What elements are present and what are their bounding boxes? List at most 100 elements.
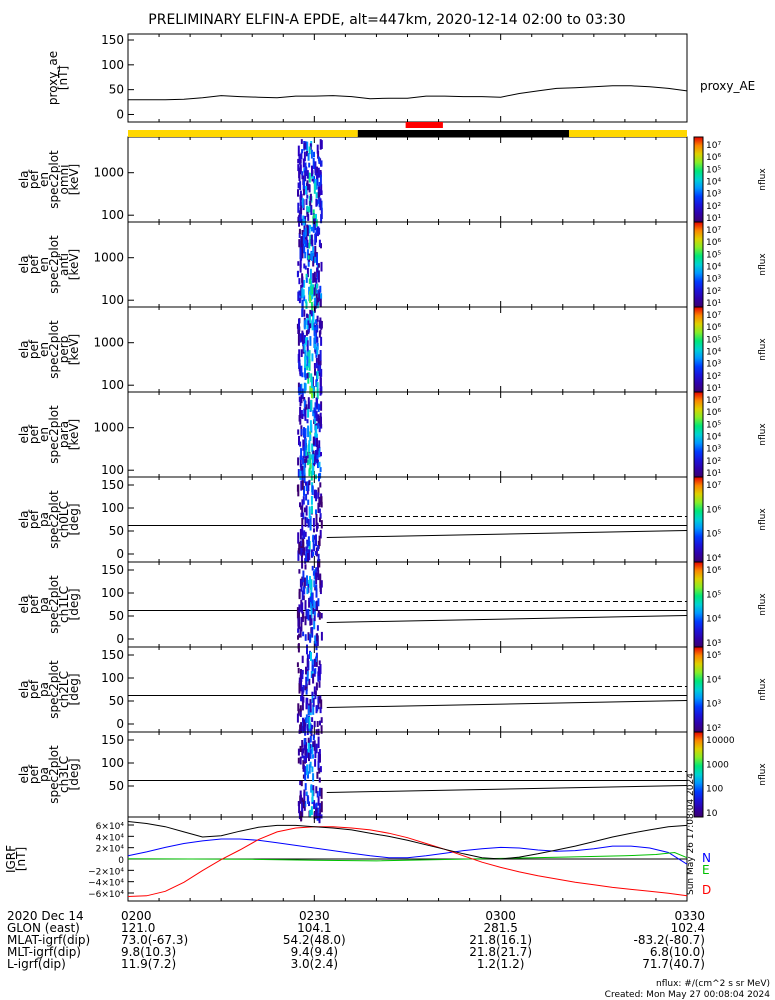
- colorbar-label: nflux: [758, 508, 768, 531]
- y-axis-label: ela: [17, 170, 31, 188]
- spectrogram-cell: [320, 368, 323, 377]
- spectrogram-cell: [311, 465, 314, 475]
- spectrogram-cell: [310, 618, 313, 626]
- spectrogram-cell: [299, 406, 302, 419]
- spectrogram-cell: [303, 399, 306, 408]
- bar-night: [357, 130, 569, 137]
- spectrogram-cell: [320, 613, 323, 619]
- y-tick-label: 100: [101, 671, 124, 685]
- y-axis-label: ch2LC: [57, 671, 71, 708]
- spectrogram-cell: [311, 692, 314, 703]
- spectrogram-cell: [308, 363, 310, 368]
- spectrogram-cell: [306, 459, 309, 466]
- spectrogram-cell: [305, 551, 308, 562]
- spectrogram-cell: [307, 451, 310, 459]
- spectrogram-cell: [303, 472, 306, 484]
- y-axis-label: anti: [57, 253, 71, 276]
- spectrogram-cell: [319, 295, 322, 307]
- spectrogram-cell: [298, 396, 301, 402]
- spectrogram-cell: [306, 575, 308, 586]
- spectrogram-cell: [301, 414, 304, 420]
- colorbar-ch0LC: 10⁷ 10⁶ 10⁵ 10⁴ nflux: [693, 476, 768, 564]
- spectrogram-cell: [312, 436, 315, 445]
- colorbar-tick: 10⁶: [706, 153, 721, 163]
- spectrogram-cell: [315, 227, 318, 235]
- spectrogram-cell: [314, 759, 317, 767]
- spectrogram-cell: [307, 499, 310, 505]
- spectrogram-cell: [319, 360, 322, 366]
- y-tick-label: 50: [109, 694, 124, 708]
- spectrogram-cell: [316, 456, 319, 464]
- spectrogram-cell: [298, 633, 301, 638]
- spectrogram-cell: [310, 806, 313, 815]
- spectrogram-cell: [316, 382, 319, 394]
- spectrogram-cell: [301, 671, 304, 680]
- axis-row-value: 6.8(10.0): [650, 945, 705, 959]
- panel-anti: 1000100elapefenspec2plotanti[keV]10⁷10⁶1…: [17, 221, 768, 313]
- spectrogram-cell: [296, 271, 299, 278]
- spectrogram-cell: [306, 194, 309, 199]
- spectrogram-cell: [298, 569, 301, 574]
- status-bar: [128, 122, 687, 137]
- spectrogram-cell: [298, 677, 301, 684]
- spectrogram-cell: [306, 151, 308, 157]
- spectrogram-cell: [318, 787, 321, 797]
- spectrogram-cell: [312, 551, 315, 557]
- spectrogram-cell: [298, 435, 300, 446]
- spectrogram-cell: [314, 233, 317, 245]
- spectrogram-cell: [318, 559, 321, 568]
- spectrogram-cell: [305, 301, 308, 309]
- spectrogram-cell: [315, 588, 318, 598]
- y-tick-label: 50: [109, 609, 124, 623]
- y-axis-label: spec2plot: [47, 405, 61, 464]
- spectrogram-cell: [315, 325, 318, 331]
- y-tick-label: 100: [101, 293, 124, 307]
- spectrogram-cell: [301, 171, 304, 176]
- spectrogram-cell: [307, 407, 310, 418]
- spectrogram-cell: [317, 422, 320, 427]
- spectrogram-cell: [298, 278, 301, 285]
- spectrogram-cell: [311, 766, 314, 773]
- spectrogram-cell: [319, 139, 322, 150]
- spectrogram-cell: [304, 438, 307, 451]
- y-axis-label: spec2plot: [47, 490, 61, 549]
- spectrogram-cell: [303, 577, 306, 586]
- spectrogram-cell: [311, 165, 313, 177]
- y-tick-label: 0: [116, 107, 124, 121]
- spectrogram-cell: [313, 740, 316, 751]
- spectrogram-cell: [309, 143, 312, 150]
- y-tick-label: 50: [109, 779, 124, 793]
- spectrogram-cell: [297, 801, 300, 807]
- spectrogram-cell: [316, 336, 319, 343]
- spectrogram-cell: [313, 720, 316, 728]
- spectrogram-cell: [307, 742, 310, 753]
- y-tick-label: 100: [101, 208, 124, 222]
- spectrogram-cell: [309, 193, 312, 201]
- spectrogram-cell: [303, 232, 305, 244]
- spectrogram-cell: [320, 699, 323, 709]
- spectrogram-cell: [311, 319, 314, 331]
- spectrogram-cell: [306, 224, 309, 237]
- y-axis-label: [keV]: [67, 334, 81, 365]
- y-axis-label: en: [37, 427, 51, 442]
- spectrogram-cell: [297, 617, 300, 630]
- spectrogram-cell: [315, 807, 318, 819]
- spectrogram-cell: [314, 333, 317, 343]
- spectrogram-cell: [304, 600, 307, 610]
- spectrogram-cell: [306, 658, 309, 668]
- spectrogram-cell: [318, 446, 321, 458]
- y-axis-label: ela: [17, 765, 31, 783]
- spectrogram-cell: [320, 140, 323, 149]
- spectrogram-cell: [317, 354, 320, 365]
- spectrogram-cell: [311, 744, 314, 754]
- spectrogram-cell: [312, 518, 315, 528]
- spectrogram-cell: [304, 162, 307, 171]
- spectrogram-cell: [315, 213, 317, 222]
- spectrogram-cell: [306, 587, 309, 595]
- spectrogram-cell: [319, 754, 321, 763]
- colorbar-tick: 10⁴: [706, 554, 721, 564]
- spectrogram-cell: [309, 749, 312, 759]
- spectrogram-cell: [301, 287, 304, 299]
- spectrogram-cell: [308, 195, 311, 205]
